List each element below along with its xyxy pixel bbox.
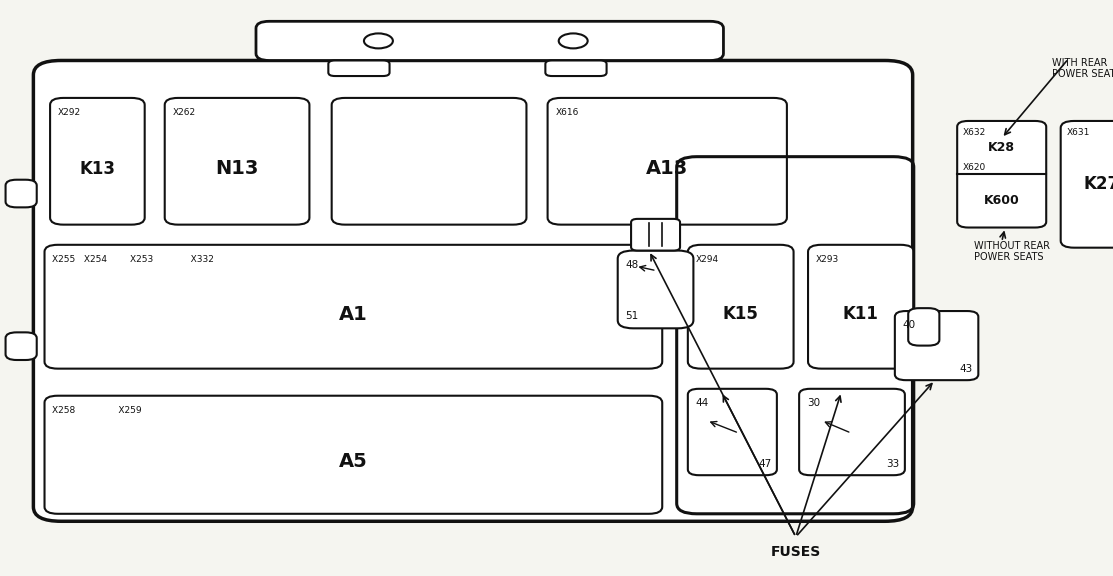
Text: WITH REAR
POWER SEATS: WITH REAR POWER SEATS [1052, 58, 1113, 79]
Text: 47: 47 [758, 460, 771, 469]
Text: A13: A13 [647, 160, 688, 179]
Text: X294: X294 [696, 255, 719, 264]
Text: 30: 30 [807, 398, 820, 408]
Text: K600: K600 [984, 194, 1020, 207]
Text: 51: 51 [626, 312, 639, 321]
Text: K13: K13 [79, 160, 116, 178]
Text: X258               X259: X258 X259 [52, 406, 142, 415]
Text: K15: K15 [722, 305, 759, 323]
Text: A5: A5 [339, 452, 367, 471]
Text: X631: X631 [1066, 128, 1090, 137]
Text: 44: 44 [696, 398, 709, 408]
FancyBboxPatch shape [6, 332, 37, 360]
Text: 48: 48 [626, 260, 639, 270]
FancyBboxPatch shape [548, 98, 787, 225]
FancyBboxPatch shape [618, 251, 693, 328]
FancyBboxPatch shape [957, 121, 1046, 228]
FancyBboxPatch shape [165, 98, 309, 225]
FancyBboxPatch shape [895, 311, 978, 380]
FancyBboxPatch shape [908, 308, 939, 346]
FancyBboxPatch shape [799, 389, 905, 475]
FancyBboxPatch shape [1061, 121, 1113, 248]
Text: X620: X620 [963, 163, 986, 172]
Text: FUSES: FUSES [770, 545, 821, 559]
FancyBboxPatch shape [545, 60, 607, 76]
FancyBboxPatch shape [45, 396, 662, 514]
Text: X616: X616 [555, 108, 579, 118]
FancyBboxPatch shape [631, 219, 680, 251]
FancyBboxPatch shape [688, 389, 777, 475]
Text: K11: K11 [843, 305, 879, 323]
FancyBboxPatch shape [256, 21, 723, 60]
Text: X255   X254        X253             X332: X255 X254 X253 X332 [52, 255, 214, 264]
FancyBboxPatch shape [808, 245, 914, 369]
Text: 43: 43 [959, 365, 973, 374]
Text: K27: K27 [1083, 175, 1113, 194]
Text: WITHOUT REAR
POWER SEATS: WITHOUT REAR POWER SEATS [974, 241, 1050, 263]
FancyBboxPatch shape [45, 245, 662, 369]
Text: X262: X262 [173, 108, 196, 118]
FancyBboxPatch shape [328, 60, 390, 76]
Text: 40: 40 [903, 320, 916, 330]
Text: X293: X293 [816, 255, 839, 264]
FancyBboxPatch shape [6, 180, 37, 207]
Text: A1: A1 [339, 305, 367, 324]
FancyBboxPatch shape [688, 245, 794, 369]
FancyBboxPatch shape [50, 98, 145, 225]
FancyBboxPatch shape [33, 60, 913, 521]
FancyBboxPatch shape [332, 98, 526, 225]
Text: N13: N13 [216, 160, 258, 179]
Text: X632: X632 [963, 128, 986, 137]
Text: K28: K28 [988, 141, 1015, 154]
Text: 33: 33 [886, 460, 899, 469]
Text: X292: X292 [58, 108, 81, 118]
